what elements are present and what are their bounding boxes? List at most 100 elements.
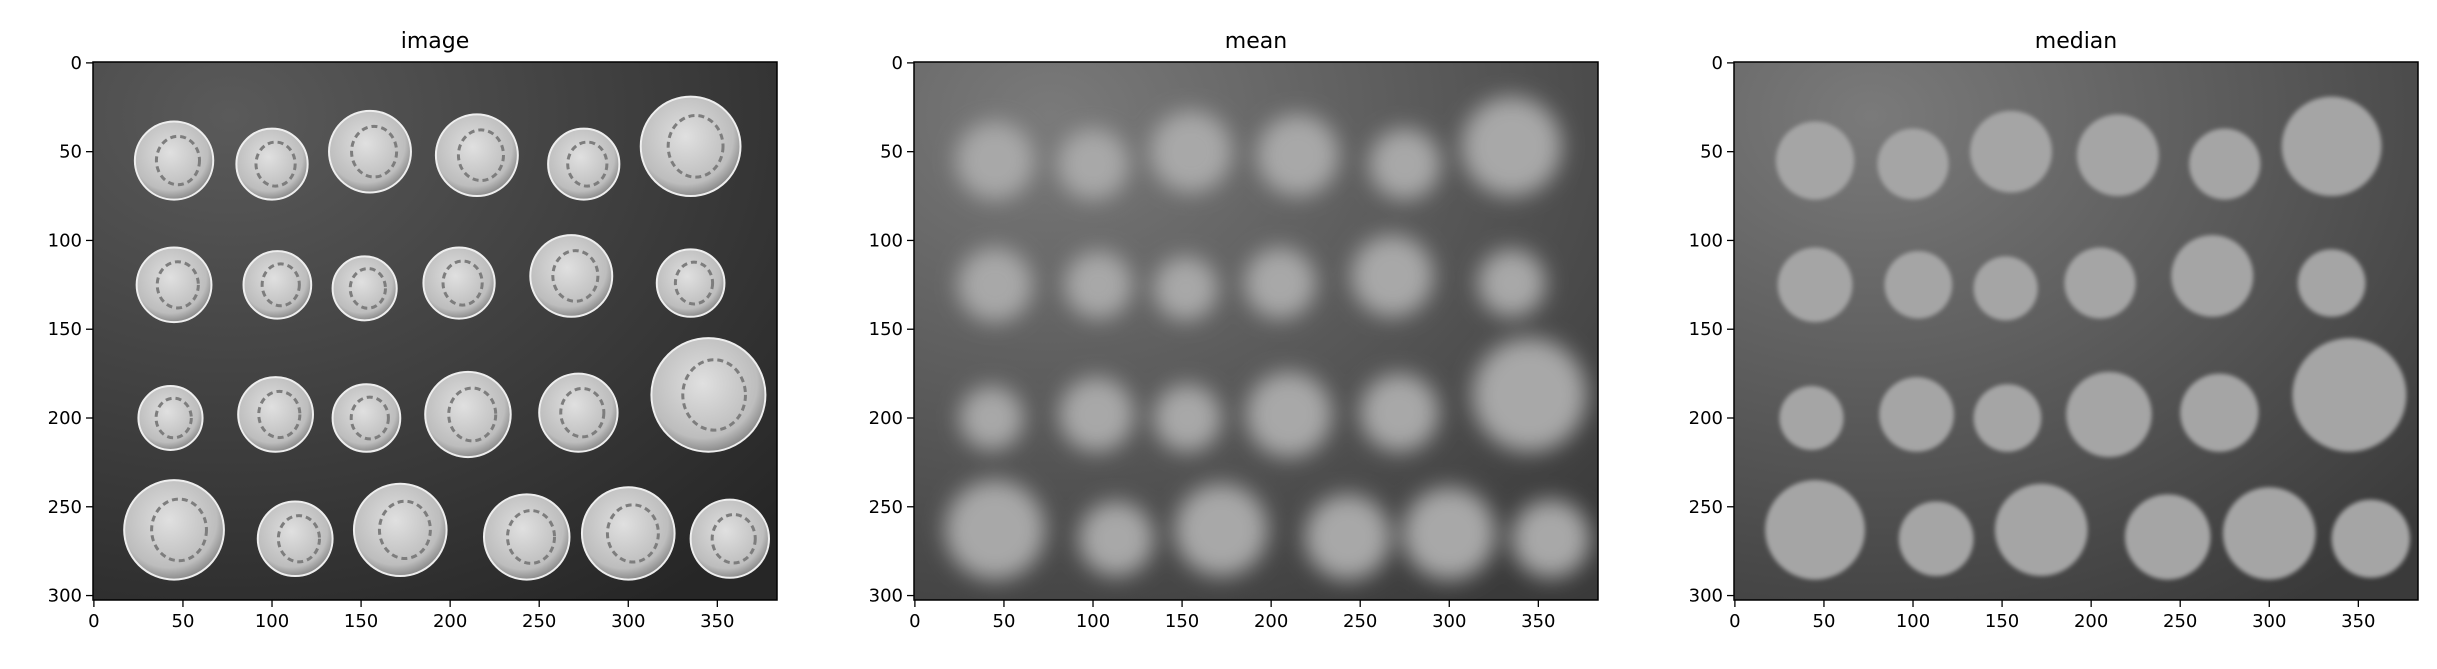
coin	[689, 498, 770, 579]
coin	[957, 247, 1033, 323]
coin	[2124, 494, 2211, 580]
coin-relief	[349, 395, 390, 441]
coin	[424, 370, 512, 459]
coin	[1879, 377, 1954, 452]
coin	[1150, 110, 1232, 193]
coin	[547, 127, 621, 201]
coin	[1078, 501, 1154, 577]
coin	[331, 255, 398, 322]
coin	[1360, 373, 1439, 452]
coin	[2292, 338, 2407, 452]
image	[1734, 62, 2418, 600]
coin	[959, 386, 1024, 450]
coin	[1064, 251, 1133, 319]
coin	[2180, 373, 2259, 452]
x-tick-label: 250	[522, 611, 556, 632]
coin-relief	[254, 140, 297, 188]
y-tick-label: 250	[48, 497, 82, 518]
x-tick-label: 0	[1729, 611, 1740, 632]
coin	[1477, 249, 1546, 317]
coin	[2222, 487, 2316, 580]
x-tick-label: 200	[1254, 611, 1288, 632]
coin	[1970, 110, 2052, 193]
coin	[482, 493, 571, 581]
coin	[256, 500, 334, 578]
coin	[1059, 377, 1134, 452]
coin	[1246, 371, 1332, 458]
coin-relief	[154, 134, 202, 187]
coin-relief	[350, 124, 399, 179]
coin	[580, 486, 676, 581]
coin-relief	[377, 499, 432, 560]
x-tick-label: 300	[2252, 611, 2286, 632]
coin	[1775, 121, 1855, 200]
coin	[123, 479, 225, 581]
y-tick-label: 250	[869, 497, 903, 518]
x-tick-label: 100	[1896, 611, 1930, 632]
coin	[352, 482, 448, 578]
coin-relief	[150, 497, 208, 563]
coin	[1244, 247, 1316, 319]
y-tick-label: 300	[1689, 586, 1723, 607]
x-tick-label: 0	[909, 611, 920, 632]
coin	[945, 480, 1045, 580]
coin-relief	[710, 513, 757, 565]
y-tick-label: 0	[892, 53, 903, 74]
coin	[1779, 386, 1844, 450]
title: mean	[1225, 29, 1287, 54]
coin	[2297, 249, 2366, 317]
y-tick-label: 50	[59, 142, 82, 163]
y-tick-label: 150	[869, 319, 903, 340]
coin	[2281, 96, 2382, 197]
coin	[955, 121, 1035, 200]
x-tick-label: 150	[1165, 611, 1199, 632]
coin	[1777, 247, 1853, 323]
x-tick-label: 250	[1343, 611, 1377, 632]
coin-relief	[260, 262, 301, 308]
y-tick-label: 200	[869, 408, 903, 429]
y-tick-label: 300	[48, 586, 82, 607]
coin-relief	[447, 386, 498, 443]
y-tick-label: 150	[1689, 319, 1723, 340]
coin-relief	[276, 514, 321, 564]
x-tick-label: 100	[255, 611, 289, 632]
coin	[328, 109, 412, 194]
x-tick-label: 0	[88, 611, 99, 632]
coin	[1153, 384, 1222, 452]
coin-relief	[257, 389, 302, 440]
image	[93, 62, 777, 600]
coin	[133, 120, 215, 201]
image	[914, 62, 1598, 600]
x-tick-label: 50	[993, 611, 1016, 632]
coin	[242, 250, 313, 320]
coin-relief	[681, 358, 747, 432]
coin	[1877, 128, 1949, 200]
coin	[1461, 96, 1562, 197]
coin	[1898, 501, 1974, 577]
x-tick-label: 200	[2074, 611, 2108, 632]
coins	[945, 96, 1590, 580]
coin	[1973, 384, 2042, 452]
y-tick-label: 50	[880, 142, 903, 163]
coin	[1174, 483, 1268, 577]
coin	[1351, 235, 1434, 317]
panel: median 0 50 100 150 200 250 300 350 0 50 100 150 200 2…	[1689, 29, 2419, 632]
y-tick-label: 150	[48, 319, 82, 340]
coin	[1884, 251, 1953, 319]
coins	[1765, 96, 2410, 580]
coin	[1369, 128, 1441, 200]
title: median	[2035, 29, 2117, 54]
coin	[434, 113, 519, 198]
coin	[2331, 499, 2410, 578]
coin	[655, 248, 726, 318]
coin	[1256, 114, 1339, 197]
coin	[529, 234, 614, 318]
coin	[650, 337, 767, 453]
coin	[1057, 128, 1129, 200]
coin	[1472, 338, 1587, 452]
coin	[1153, 256, 1218, 321]
coin	[237, 376, 314, 453]
coin-relief	[559, 386, 606, 439]
